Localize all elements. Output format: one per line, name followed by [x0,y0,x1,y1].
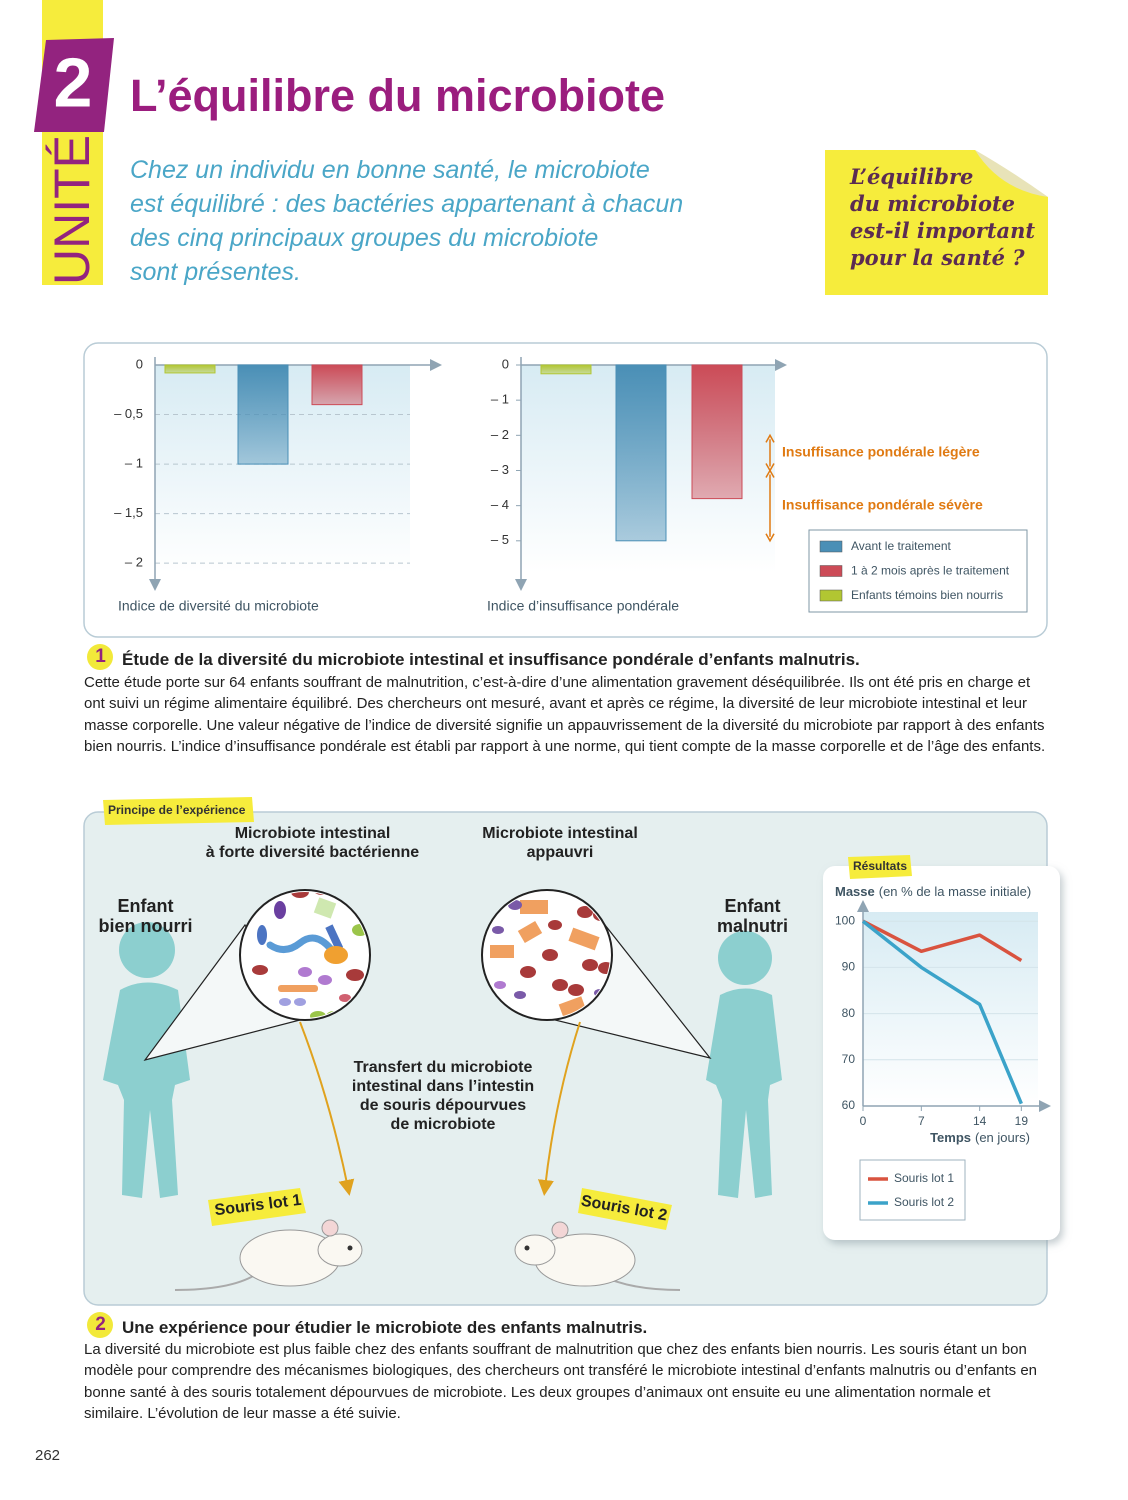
y-tick-label: – 2 [491,427,509,442]
tag-label: Principe de l’expérience [108,803,246,817]
bacteria [252,892,368,1018]
page-title: L’équilibre du microbiote [130,70,666,121]
tag [848,855,912,879]
y-tick-label: – 2 [125,555,143,570]
bar [540,364,592,375]
x-tick-label: 7 [918,1114,925,1128]
y-tick-label: – 1 [125,456,143,471]
bar [615,364,667,542]
transfer-arrow [299,1021,355,1196]
legend-label: Souris lot 2 [894,1195,954,1209]
y-tick-label: 100 [835,913,855,927]
child-malnourished [706,931,782,1198]
bar [311,364,363,406]
y-tick-label: – 1,5 [114,505,143,520]
doc-badge [87,644,113,670]
label: Transfert du microbiote intestinal dans … [351,1059,535,1133]
x-axis-label-main: Temps [930,1130,971,1145]
label: Microbiote intestinal appauvri [482,825,638,861]
label: Enfant bien nourri [98,896,193,936]
line-series [861,919,1023,1105]
label: Microbiote intestinal à forte diversité … [205,825,420,861]
label: Enfant malnutri [716,896,788,936]
doc-text: La diversité du microbiote est plus faib… [84,1341,1038,1422]
x-axis-label: Temps (en jours) [930,1130,1030,1145]
y-tick-label: 0 [502,356,509,371]
tag [208,1188,306,1226]
x-axis-label: Indice d’insuffisance pondérale [487,598,679,614]
y-tick-label: 70 [842,1052,856,1066]
unit-badge [34,38,114,132]
annotation: Insuffisance pondérale sévère [782,496,983,512]
x-axis-label: Indice de diversité du microbiote [118,598,319,614]
microbiota-circle [239,889,371,1021]
legend-label: Enfants témoins bien nourris [851,588,1003,602]
x-tick-label: 19 [1015,1114,1029,1128]
question-note [825,150,1048,295]
unit-label: UNITÉ [44,135,100,285]
arrow-head [765,468,775,543]
legend-swatch [819,589,843,602]
doc-number: 1 [95,646,106,667]
bar [164,364,216,374]
y-axis-label-main: Masse [835,884,875,899]
tag [578,1188,672,1230]
x-tick-label: 14 [973,1114,987,1128]
legend-swatch [819,540,843,553]
doc-title: Étude de la diversité du microbiote inte… [122,650,860,669]
y-tick-label: 60 [842,1098,856,1112]
chart-title: Résultats [853,859,907,873]
y-axis-label-note: (en % de la masse initiale) [879,884,1031,899]
legend-swatch [819,565,843,577]
tag [103,797,254,825]
y-tick-label: 80 [842,1006,856,1020]
doc-text: Cette étude porte sur 64 enfants souffra… [84,674,1046,755]
page-number: 262 [35,1447,61,1464]
unit-number: 2 [54,43,93,121]
doc-number: 2 [95,1314,106,1335]
note-fold [975,150,1048,197]
question: L’équilibre du microbiote est-il importa… [850,164,1036,270]
legend-box [808,529,1028,613]
x-tick-label: 0 [860,1114,867,1128]
y-tick-label: – 1 [491,392,509,407]
doc-title: Une expérience pour étudier le microbiot… [122,1318,648,1337]
y-axis-label: Masse (en % de la masse initiale) [835,884,1031,899]
intro: Chez un individu en bonne santé, le micr… [130,156,684,286]
y-tick-label: – 3 [491,462,509,477]
y-tick-label: 90 [842,960,856,974]
line-series [862,919,1023,962]
y-tick-label: 0 [136,356,143,371]
legend-box [859,1159,966,1221]
x-axis-label-note: (en jours) [975,1130,1030,1145]
legend-label: 1 à 2 mois après le traitement [851,564,1010,578]
annotation: Insuffisance pondérale légère [782,444,980,460]
mouse [514,1221,681,1291]
legend-label: Souris lot 1 [894,1171,954,1185]
bar [691,364,743,500]
legend-label: Avant le traitement [851,539,951,553]
doc-badge [87,1312,113,1338]
mouse [174,1219,363,1291]
y-tick-label: – 5 [491,532,509,547]
transfer-arrow [537,1021,581,1196]
y-tick-label: – 4 [491,497,509,512]
y-tick-label: – 0,5 [114,406,143,421]
bar [237,364,289,465]
